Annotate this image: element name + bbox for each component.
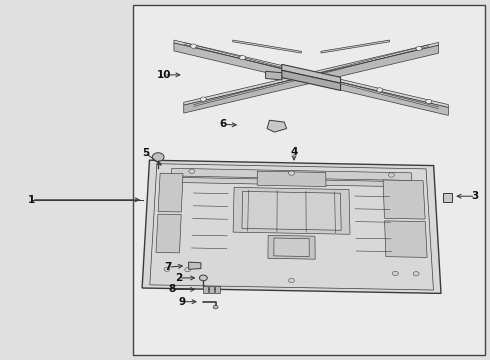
Text: 2: 2 — [175, 273, 182, 283]
Text: 1: 1 — [28, 195, 35, 205]
Polygon shape — [257, 171, 326, 186]
Polygon shape — [184, 42, 439, 105]
Bar — [443, 193, 452, 202]
Polygon shape — [282, 64, 341, 83]
Circle shape — [152, 153, 164, 161]
Polygon shape — [268, 235, 315, 259]
Circle shape — [389, 173, 394, 177]
Circle shape — [191, 44, 196, 48]
Bar — [209, 286, 214, 293]
Circle shape — [189, 169, 195, 174]
Polygon shape — [385, 221, 427, 257]
Circle shape — [289, 171, 294, 175]
Polygon shape — [267, 120, 287, 132]
Polygon shape — [266, 71, 282, 80]
Bar — [203, 286, 208, 293]
Polygon shape — [282, 70, 341, 90]
Circle shape — [413, 272, 419, 276]
Circle shape — [289, 278, 294, 283]
Bar — [215, 286, 220, 293]
Polygon shape — [233, 40, 301, 53]
Polygon shape — [156, 214, 181, 253]
Polygon shape — [171, 177, 412, 187]
Polygon shape — [321, 40, 390, 53]
Polygon shape — [172, 168, 412, 180]
Circle shape — [200, 97, 206, 101]
Circle shape — [199, 275, 207, 281]
Bar — [133, 5, 485, 355]
Polygon shape — [274, 238, 309, 257]
Text: 4: 4 — [290, 147, 298, 157]
Text: 3: 3 — [472, 191, 479, 201]
Text: 8: 8 — [169, 284, 176, 294]
Circle shape — [377, 88, 383, 92]
Polygon shape — [142, 160, 441, 293]
Text: 6: 6 — [220, 119, 226, 129]
Text: 5: 5 — [142, 148, 149, 158]
Text: 10: 10 — [157, 70, 172, 80]
Circle shape — [426, 99, 432, 104]
Polygon shape — [383, 180, 425, 219]
Polygon shape — [242, 192, 341, 230]
Circle shape — [392, 271, 398, 276]
Circle shape — [416, 46, 422, 51]
Circle shape — [185, 267, 191, 272]
Circle shape — [213, 305, 218, 309]
Polygon shape — [174, 40, 448, 108]
Polygon shape — [184, 45, 439, 113]
Polygon shape — [174, 43, 448, 116]
Polygon shape — [189, 262, 201, 269]
Polygon shape — [233, 188, 350, 234]
Text: 7: 7 — [164, 262, 172, 272]
Text: 9: 9 — [179, 297, 186, 307]
Polygon shape — [158, 173, 183, 212]
Circle shape — [240, 55, 245, 60]
Circle shape — [164, 267, 170, 271]
